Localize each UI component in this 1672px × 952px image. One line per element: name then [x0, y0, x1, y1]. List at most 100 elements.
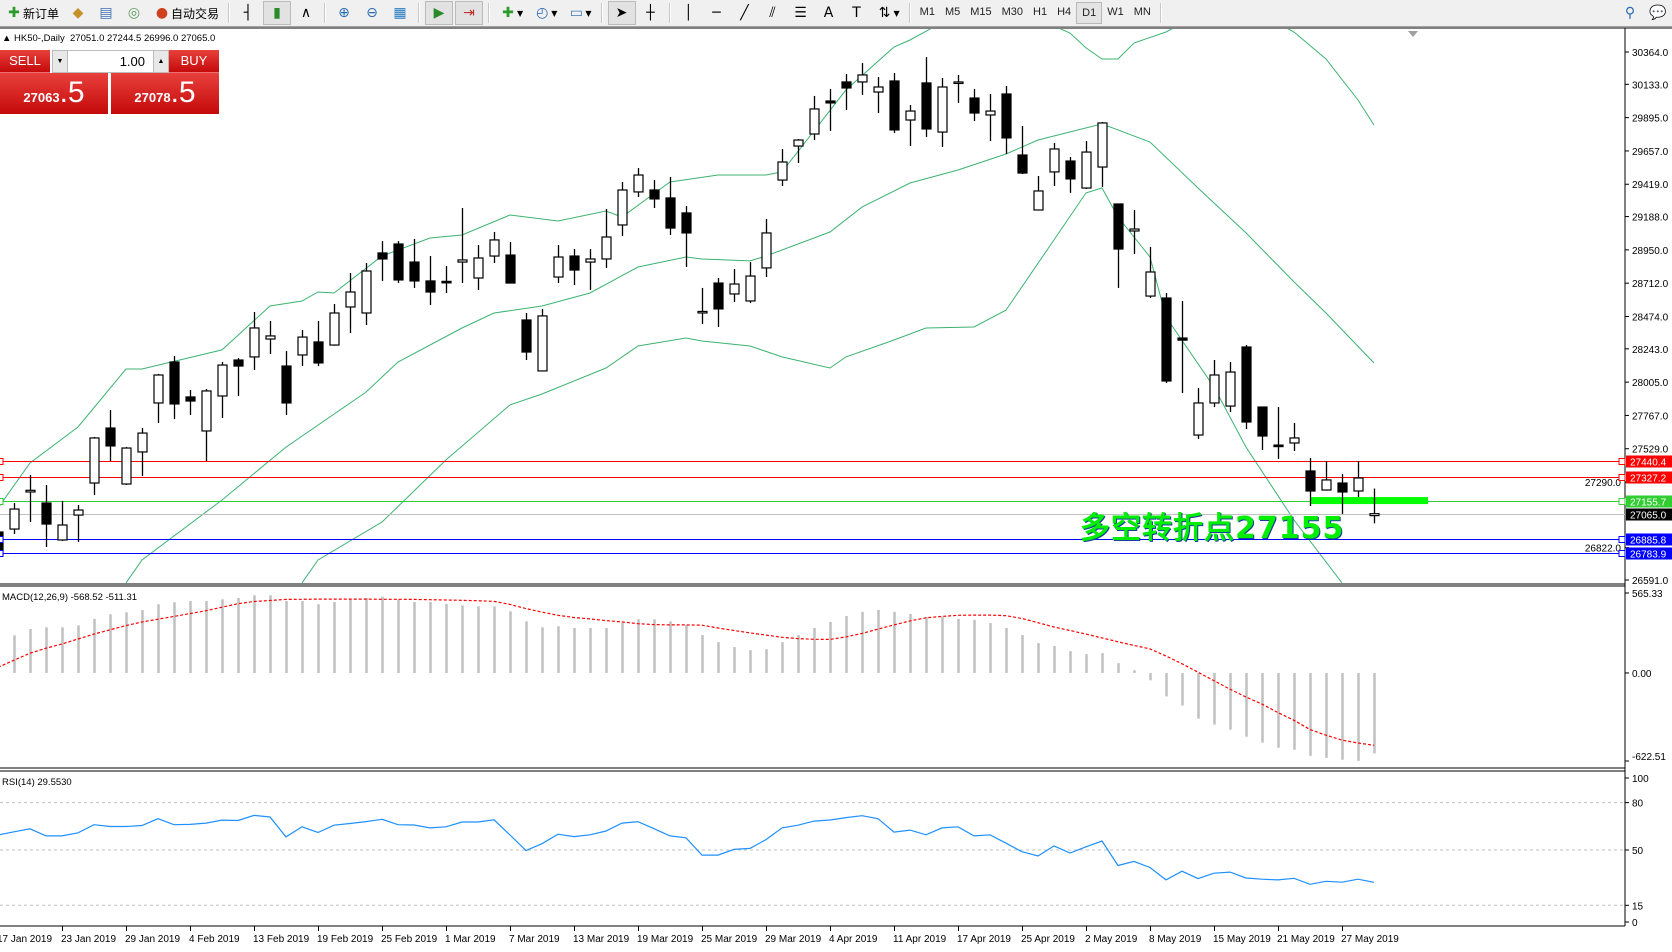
candle [777, 148, 788, 186]
tile-windows-icon: ▦ [393, 5, 407, 21]
bollinger-upper-band [0, 29, 1375, 507]
timeframe-m1[interactable]: M1 [919, 6, 935, 18]
timeframe-w1[interactable]: W1 [1107, 6, 1124, 18]
chat-button[interactable]: 💬 [1645, 2, 1671, 24]
horizontal-line-handle[interactable] [1618, 458, 1626, 465]
timeframe-m30[interactable]: M30 [1001, 6, 1024, 18]
new-order-button[interactable]: ✚ 新订单 [1, 2, 63, 24]
buy-button[interactable]: BUY [169, 50, 219, 73]
horizontal-line-handle[interactable] [1618, 474, 1626, 481]
time-tick-label: 25 Feb 2019 [381, 934, 438, 945]
cursor-button[interactable]: ➤ [607, 1, 636, 25]
candle [105, 409, 116, 462]
signals-button[interactable]: ◎ [121, 2, 147, 24]
auto-trading-button[interactable]: ● 自动交易 [149, 2, 223, 24]
horizontal-line-handle[interactable] [1618, 536, 1626, 543]
time-tick-label: 25 Mar 2019 [701, 934, 758, 945]
toolbar-separator [324, 3, 327, 23]
lot-decrease-button[interactable]: ▼ [53, 51, 68, 72]
sell-button[interactable]: SELL [0, 50, 50, 73]
auto-scroll-button[interactable]: ▶ [425, 1, 454, 25]
text-label-button[interactable]: T [844, 2, 870, 24]
fibonacci-button[interactable]: ☰ [788, 2, 814, 24]
chart-shift-button[interactable]: ⇥ [455, 1, 484, 25]
candle [873, 77, 884, 114]
search-button[interactable]: ⚲ [1617, 2, 1643, 24]
time-tick-label: 23 Jan 2019 [61, 934, 116, 945]
candle [793, 139, 804, 163]
timeframe-m5[interactable]: M5 [944, 6, 961, 18]
candle [1193, 388, 1204, 439]
tile-windows-button[interactable]: ▦ [387, 2, 413, 24]
trendline-button[interactable]: ╱ [732, 2, 758, 24]
time-tick-label: 17 Jan 2019 [0, 934, 52, 945]
lot-stepper[interactable]: ▼ ▲ [52, 50, 169, 73]
horizontal-line-handle[interactable] [1618, 550, 1626, 557]
horizontal-line-price-badge [1626, 471, 1672, 484]
candle-body-bear [505, 254, 516, 284]
candle-body-bull [729, 283, 740, 295]
candle [601, 209, 612, 268]
candle [185, 389, 196, 416]
periods-button[interactable]: ◴ ▼ [529, 2, 561, 24]
horizontal-line-handle[interactable] [0, 536, 4, 543]
timeframe-d1[interactable]: D1 [1076, 2, 1103, 24]
candle [1081, 141, 1092, 190]
zoom-in-button[interactable]: ⊕ [331, 2, 357, 24]
timeframe-mn[interactable]: MN [1133, 6, 1151, 18]
time-tick-label: 29 Jan 2019 [125, 934, 180, 945]
cursor-icon: ➤ [615, 5, 628, 21]
horizontal-line-price-label: 26783.9 [1630, 550, 1667, 561]
candle [841, 73, 852, 110]
chart-shift-marker-icon[interactable] [1408, 31, 1418, 37]
lot-increase-button[interactable]: ▲ [153, 51, 168, 72]
lot-input[interactable] [69, 51, 149, 72]
candle [89, 436, 100, 496]
timeframe-h4[interactable]: H4 [1057, 6, 1072, 18]
horizontal-line-handle[interactable] [0, 458, 4, 465]
zoom-out-button[interactable]: ⊖ [359, 2, 385, 24]
candle-body-bull [873, 86, 884, 93]
time-tick-label: 1 Mar 2019 [445, 934, 496, 945]
time-tick-label: 25 Apr 2019 [1021, 934, 1075, 945]
market-watch-button[interactable]: ◆ [65, 2, 91, 24]
candle [1033, 175, 1044, 211]
bar-chart-button[interactable]: ┤ [235, 2, 261, 24]
horizontal-line-handle[interactable] [0, 498, 4, 505]
candle [585, 249, 596, 291]
chart-ohlc: 27051.0 27244.5 26996.0 27065.0 [70, 33, 216, 44]
crosshair-icon: ┼ [646, 5, 655, 21]
sell-price-button[interactable]: 27063.5 [0, 73, 108, 114]
horizontal-line-handle[interactable] [0, 550, 4, 557]
line-chart-button[interactable]: ∧ [293, 2, 319, 24]
time-tick-label: 29 Mar 2019 [765, 934, 822, 945]
candle-body-bear [1273, 444, 1284, 448]
crosshair-button[interactable]: ┼ [638, 2, 664, 24]
templates-button[interactable]: ▭ ▼ [563, 2, 595, 24]
collapse-triangle-icon[interactable]: ▲ [2, 33, 12, 44]
horizontal-line-handle[interactable] [1618, 498, 1626, 505]
equidistant-channel-button[interactable]: ⫽ [760, 2, 786, 24]
candlestick-button[interactable]: ▮ [263, 1, 292, 25]
candle-body-bull [1225, 371, 1236, 407]
candle [537, 308, 548, 372]
navigator-button[interactable]: ▤ [93, 2, 119, 24]
indicators-button[interactable]: ✚ ▼ [495, 2, 527, 24]
chevron-down-icon: ▼ [551, 8, 558, 18]
candle-body-bull [1049, 148, 1060, 173]
chevron-down-icon: ▼ [517, 8, 524, 18]
timeframe-m15[interactable]: M15 [970, 6, 992, 18]
vertical-line-button[interactable]: │ [676, 2, 702, 24]
buy-price-button[interactable]: 27078.5 [111, 73, 219, 114]
price-tick-label: 27290.0 [1585, 478, 1622, 489]
timeframe-h1[interactable]: H1 [1033, 6, 1048, 18]
candle-body-bull [201, 390, 212, 432]
time-tick-label: 19 Mar 2019 [637, 934, 694, 945]
arrows-button[interactable]: ⇅ ▼ [872, 2, 904, 24]
horizontal-line-button[interactable]: ─ [704, 2, 730, 24]
candle [1257, 406, 1268, 450]
horizontal-line-handle[interactable] [0, 474, 4, 481]
candle [1337, 474, 1348, 514]
text-button[interactable]: A [816, 2, 842, 24]
